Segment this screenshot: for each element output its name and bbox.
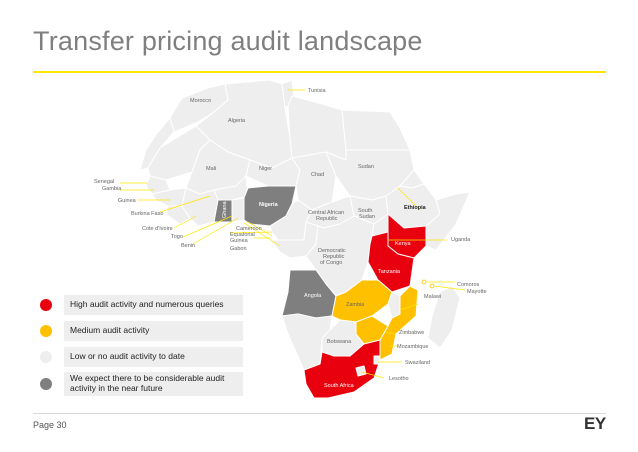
label-south-africa: South Africa	[324, 383, 355, 389]
legend-item-expected: We expect there to be considerable audit…	[40, 372, 243, 396]
label-drc-1: Democratic	[318, 248, 346, 254]
label-botswana: Botswana	[327, 339, 352, 345]
label-ethiopia: Ethiopia	[404, 205, 427, 211]
label-burkina-faso: Burkina Faso	[131, 211, 163, 217]
region-mayotte	[429, 283, 435, 289]
label-algeria: Algeria	[228, 118, 246, 124]
label-cameroon: Cameroon	[236, 226, 262, 232]
label-mali: Mali	[206, 166, 216, 172]
region-south-africa	[303, 339, 381, 399]
region-lesotho	[355, 365, 367, 377]
label-south-sudan-1: South	[358, 208, 372, 214]
label-gambia: Gambia	[102, 186, 122, 192]
label-kenya: Kenya	[395, 241, 412, 247]
region-madagascar	[427, 285, 461, 349]
label-chad: Chad	[311, 172, 324, 178]
label-drc-3: of Congo	[320, 260, 342, 266]
footer-divider	[33, 413, 606, 414]
page-number: Page 30	[33, 420, 67, 430]
legend-item-medium: Medium audit activity	[40, 321, 243, 341]
label-tunisia: Tunisia	[308, 88, 326, 94]
region-libya	[287, 95, 347, 161]
label-tanzania: Tanzania	[378, 269, 401, 275]
label-niger: Niger	[259, 166, 272, 172]
label-togo: Togo	[171, 234, 183, 240]
label-comoros: Comoros	[457, 282, 480, 288]
label-gabon: Gabon	[230, 246, 247, 252]
region-comoros	[421, 279, 427, 285]
label-senegal: Senegal	[94, 179, 114, 185]
region-egypt	[341, 109, 411, 151]
label-equatorial-guinea-1: Equatorial	[230, 232, 255, 238]
legend-item-high: High audit activity and numerous queries	[40, 295, 243, 315]
label-zimbabwe: Zimbabwe	[399, 330, 424, 336]
label-zambia: Zambia	[346, 302, 365, 308]
label-mayotte: Mayotte	[467, 289, 487, 295]
legend-dot-expected	[40, 378, 52, 390]
label-swaziland: Swaziland	[405, 360, 430, 366]
label-guinea: Guinea	[118, 198, 137, 204]
label-south-sudan-2: Sudan	[359, 214, 375, 220]
legend-item-low: Low or no audit activity to date	[40, 347, 243, 367]
region-western-sahara	[139, 117, 175, 171]
legend-label-high: High audit activity and numerous queries	[64, 295, 243, 315]
label-angola: Angola	[304, 293, 322, 299]
label-lesotho: Lesotho	[389, 376, 409, 382]
legend-label-low: Low or no audit activity to date	[64, 347, 243, 367]
legend-dot-high	[40, 299, 52, 311]
region-swaziland	[373, 355, 381, 365]
legend-dot-medium	[40, 325, 52, 337]
label-car-1: Central African	[308, 210, 344, 216]
label-nigeria: Nigeria	[259, 202, 279, 208]
label-malawi: Malawi	[424, 294, 441, 300]
label-cote-divoire: Cote d'Ivoire	[142, 226, 173, 232]
label-ghana: Ghana	[222, 201, 228, 218]
label-equatorial-guinea-2: Guinea	[230, 238, 249, 244]
label-uganda: Uganda	[451, 237, 471, 243]
legend-label-expected: We expect there to be considerable audit…	[64, 372, 243, 396]
label-drc-2: Republic	[323, 254, 345, 260]
legend-label-medium: Medium audit activity	[64, 321, 243, 341]
label-morocco: Morocco	[190, 98, 211, 104]
page-title: Transfer pricing audit landscape	[33, 26, 423, 56]
ey-logo: EY	[584, 414, 606, 433]
label-benin: Benin	[181, 243, 195, 249]
region-tanzania	[367, 231, 415, 293]
label-sudan: Sudan	[358, 164, 374, 170]
legend-dot-low	[40, 351, 52, 363]
label-mozambique: Mozambique	[397, 344, 429, 350]
label-car-2: Republic	[316, 216, 338, 222]
title-divider	[33, 71, 606, 73]
